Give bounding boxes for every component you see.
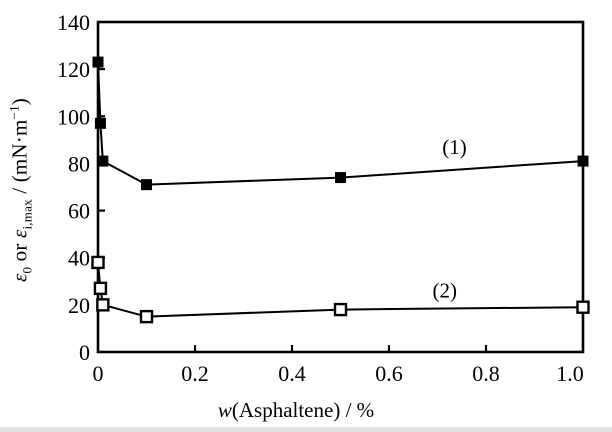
- x-tick-label: 0: [93, 361, 104, 386]
- y-tick-label: 20: [68, 293, 90, 318]
- series-1-marker-filled-square: [335, 172, 346, 184]
- x-tick-label: 0.8: [472, 361, 500, 386]
- y-axis-title: ε0 or εi,max / (mN·m−1): [6, 98, 35, 282]
- series-label-2: (2): [433, 279, 458, 303]
- series-2-marker-open-square: [139, 309, 154, 324]
- series-1-marker-filled-square: [141, 179, 152, 191]
- x-tick-label: 0.6: [375, 361, 403, 386]
- series-1-line: [97, 62, 584, 186]
- x-axis-title: w(Asphaltene) / %: [218, 398, 374, 423]
- y-axis-unit-close: ): [7, 98, 32, 106]
- epsilon-0-symbol: ε: [7, 273, 32, 282]
- y-tick-label: 60: [68, 199, 90, 224]
- series-2-marker-open-square: [333, 302, 348, 317]
- y-tick-label: 40: [68, 246, 90, 271]
- x-axis-title-symbol: w: [217, 398, 232, 422]
- series-1-marker-filled-square: [94, 117, 106, 129]
- y-axis-unit-text: / (mN·m: [7, 119, 32, 200]
- x-tick-label: 0.2: [181, 361, 209, 386]
- epsilon-imax-symbol: ε: [7, 229, 32, 238]
- y-tick-label: 140: [57, 10, 90, 35]
- y-axis-unit-exponent: −1: [6, 105, 22, 120]
- series-2-marker-open-square: [91, 255, 105, 270]
- series-label-1: (1): [442, 135, 467, 159]
- y-tick-label: 80: [68, 151, 90, 176]
- axes-frame: [96, 20, 585, 354]
- x-axis-title-text: (Asphaltene) / %: [231, 398, 375, 422]
- series-2-marker-open-square: [93, 281, 108, 296]
- y-tick-label: 120: [57, 57, 90, 82]
- epsilon-0-subscript: 0: [19, 266, 35, 274]
- x-tick-label: 0.4: [278, 361, 306, 386]
- series-1-marker-filled-square: [97, 155, 109, 167]
- x-tick-label: 1.0: [556, 361, 584, 386]
- series-1-marker-filled-square: [92, 56, 104, 68]
- epsilon-imax-subscript: i,max: [19, 199, 35, 230]
- series-2-marker-open-square: [96, 298, 110, 312]
- scan-artifact-edge: [0, 427, 612, 432]
- series-1-marker-filled-square: [577, 155, 589, 167]
- y-tick-label: 100: [57, 104, 90, 129]
- series-2-marker-open-square: [576, 300, 590, 314]
- y-axis-title-or: or: [7, 237, 32, 267]
- y-tick-label: 0: [79, 340, 90, 365]
